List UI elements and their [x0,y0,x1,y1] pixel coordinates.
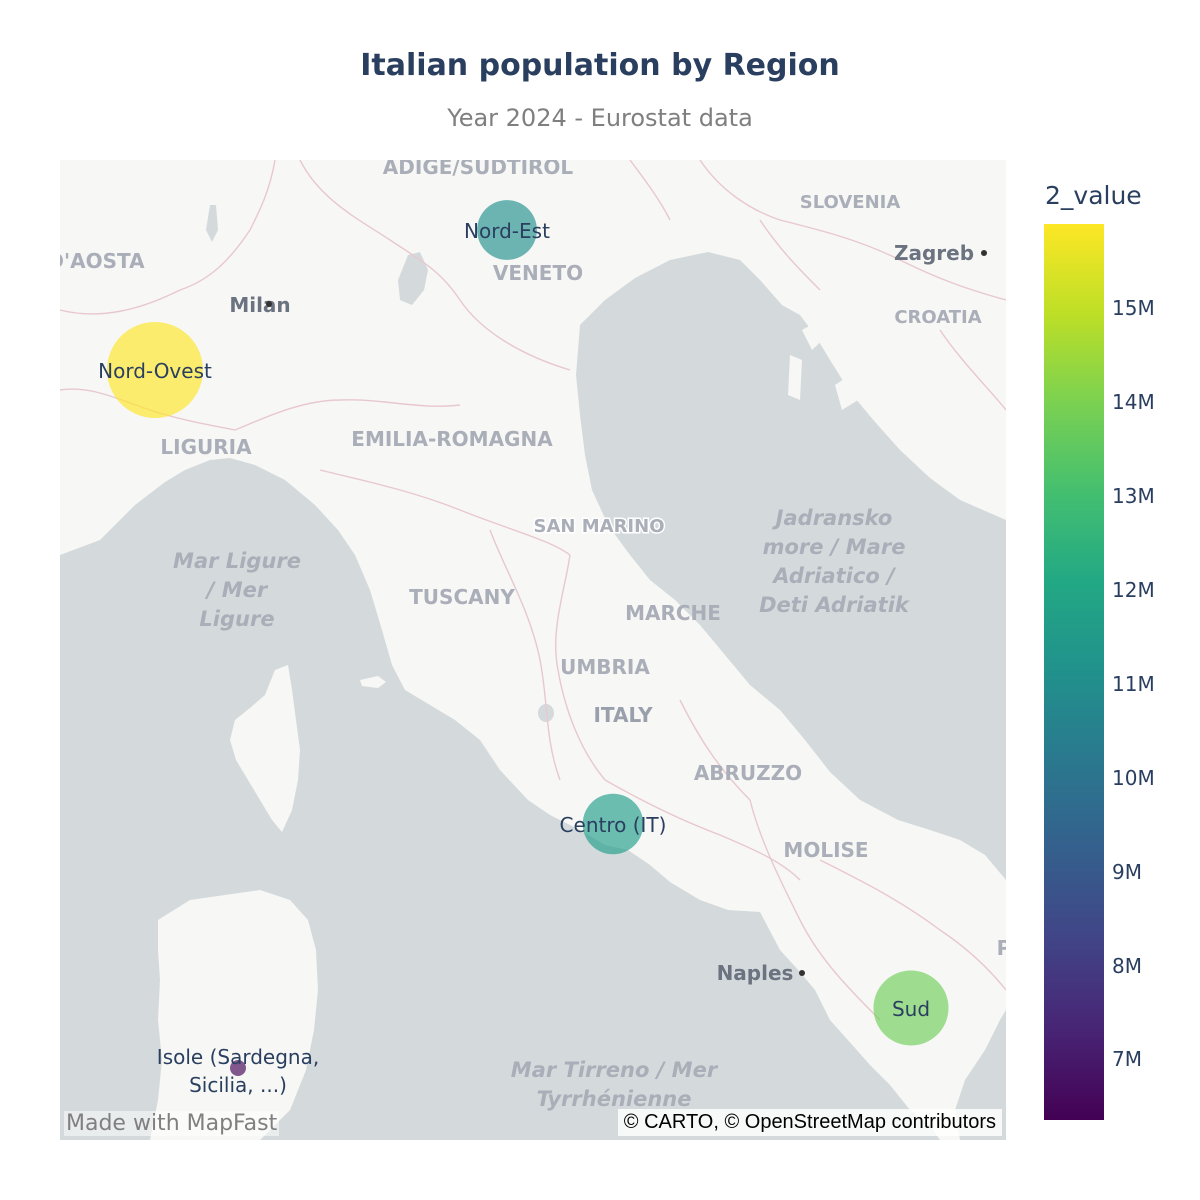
marker-label: Isole (Sardegna, [157,1045,319,1069]
marker-isole-sardegna-sicilia[interactable] [230,1060,246,1076]
elba [360,676,386,688]
markers-layer: Nord-Ovest Nord-Est Centro (IT) Sud Isole (S… [98,200,949,1097]
milan-dot [266,301,272,307]
label-croatia: CROATIA [894,307,981,328]
label-adriatic-sea-2: more / Mare [763,535,906,559]
dalmatian-island [835,375,858,410]
lake-garda [398,252,428,305]
colorbar-title: 2_value [1045,181,1142,210]
map-canvas[interactable]: SLOVENIA CROATIA ITALY SAN MARINO ADIGE/… [60,160,1006,1140]
label-tyrrhenian-sea-2: Tyrrhénienne [537,1087,692,1111]
colorbar-tick: 14M [1112,390,1155,414]
label-molise: MOLISE [783,838,868,862]
label-ligurian-sea-3: Ligure [199,607,274,631]
marker-centro-it[interactable] [582,793,644,855]
marker-label: Sicilia, ...) [189,1073,287,1097]
label-ligurian-sea-1: Mar Ligure [173,549,301,573]
label-liguria: LIGURIA [160,435,252,459]
label-san-marino: SAN MARINO [534,516,665,537]
corsica [230,665,300,832]
label-abruzzo: ABRUZZO [694,761,802,785]
marker-sud[interactable] [873,970,949,1046]
cres-island [788,355,802,400]
label-ligurian-sea-2: / Mer [204,578,269,602]
label-marche: MARCHE [625,601,721,625]
colorbar-tick: 8M [1112,954,1142,978]
lake-maggiore [206,205,218,242]
colorbar-tick: 9M [1112,860,1142,884]
adriatic-sea [576,252,1006,880]
label-slovenia: SLOVENIA [800,192,901,213]
zagreb-dot [981,250,987,256]
colorbar-tick: 11M [1112,672,1155,696]
map-title: Italian population by Region [360,48,840,83]
label-naples: Naples [717,961,794,985]
colorbar-tick: 12M [1112,578,1155,602]
ionian-sea [955,880,1006,1140]
colorbar-tick: 10M [1112,766,1155,790]
naples-dot [799,970,805,976]
label-adriatic-sea-4: Deti Adriatik [759,593,911,617]
marker-label: Nord-Ovest [98,359,212,383]
colorbar [1044,224,1104,1120]
label-aosta: D'AOSTA [60,249,145,273]
map-subtitle: Year 2024 - Eurostat data [447,104,753,132]
marker-nord-ovest[interactable] [107,322,203,418]
label-adige-sudtirol: ADIGE/SUDTIROL [383,160,574,179]
label-emilia-romagna: EMILIA-ROMAGNA [351,427,553,451]
label-edge-fragment: P [997,936,1006,960]
krk-island [802,320,828,350]
label-adriatic-sea-3: Adriatico / [771,564,897,588]
attribution[interactable]: © CARTO, © OpenStreetMap contributors [617,1109,1002,1136]
watermark: Made with MapFast [64,1111,280,1136]
label-tuscany: TUSCANY [409,585,515,609]
colorbar-tick: 7M [1112,1047,1142,1071]
marker-nord-est[interactable] [477,200,537,260]
sardinia [150,890,318,1140]
marker-label: Centro (IT) [560,813,667,837]
marker-label: Sud [892,997,930,1021]
label-tyrrhenian-sea-1: Mar Tirreno / Mer [511,1058,719,1082]
label-veneto: VENETO [493,261,583,285]
label-milan: Milan [229,293,290,317]
colorbar-tick: 15M [1112,296,1155,320]
label-italy: ITALY [593,703,653,727]
basemap: SLOVENIA CROATIA ITALY SAN MARINO ADIGE/… [60,160,1006,1140]
label-umbria: UMBRIA [560,655,650,679]
label-zagreb: Zagreb [894,241,974,265]
label-adriatic-sea-1: Jadransko [772,506,893,530]
marker-label: Nord-Est [464,219,550,243]
colorbar-tick: 13M [1112,484,1155,508]
